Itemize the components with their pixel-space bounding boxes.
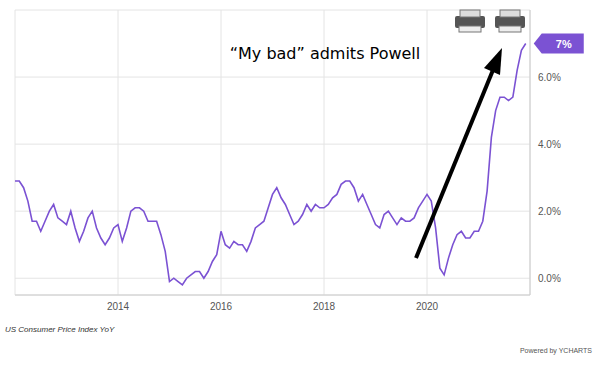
svg-text:2014: 2014 <box>107 301 130 312</box>
svg-text:7%: 7% <box>556 38 572 50</box>
svg-text:0.0%: 0.0% <box>538 273 561 284</box>
html-text:US Consumer Price Index YoY: US Consumer Price Index YoY <box>5 325 115 334</box>
svg-text:2018: 2018 <box>313 301 336 312</box>
svg-text:2016: 2016 <box>210 301 233 312</box>
svg-text:2020: 2020 <box>416 301 439 312</box>
svg-text:6.0%: 6.0% <box>538 72 561 83</box>
svg-text:4.0%: 4.0% <box>538 139 561 150</box>
html-text:“My bad” admits Powell: “My bad” admits Powell <box>229 44 421 63</box>
svg-text:2.0%: 2.0% <box>538 206 561 217</box>
html-text:Powered by YCHARTS: Powered by YCHARTS <box>519 347 592 354</box>
